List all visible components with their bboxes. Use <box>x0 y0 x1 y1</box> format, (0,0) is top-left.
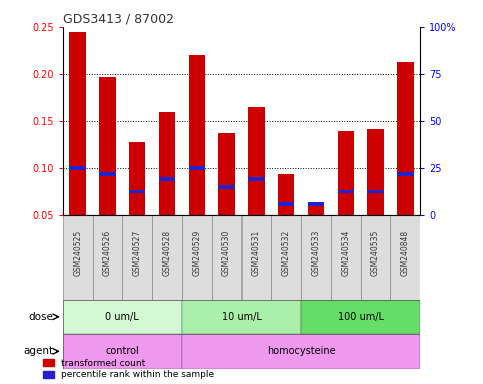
Bar <box>189 166 205 170</box>
Bar <box>129 190 145 194</box>
Text: GSM240528: GSM240528 <box>163 230 171 276</box>
Bar <box>182 334 420 369</box>
Bar <box>70 31 86 215</box>
Bar <box>218 133 235 215</box>
Bar <box>242 215 271 300</box>
Text: GSM240525: GSM240525 <box>73 230 82 276</box>
Bar <box>182 300 301 334</box>
Bar <box>70 166 86 170</box>
Bar <box>338 190 354 194</box>
Bar <box>248 177 265 181</box>
Text: GSM240534: GSM240534 <box>341 230 350 276</box>
Bar <box>152 215 182 300</box>
Text: GSM240530: GSM240530 <box>222 230 231 276</box>
Bar <box>218 185 235 189</box>
Bar <box>99 172 115 175</box>
Legend: transformed count, percentile rank within the sample: transformed count, percentile rank withi… <box>43 359 214 379</box>
Bar <box>182 215 212 300</box>
Bar <box>122 215 152 300</box>
Bar <box>361 215 390 300</box>
Bar <box>397 62 413 215</box>
Text: 0 um/L: 0 um/L <box>105 312 139 322</box>
Bar <box>129 142 145 215</box>
Text: GSM240529: GSM240529 <box>192 230 201 276</box>
Bar <box>63 334 182 369</box>
Bar <box>278 202 294 206</box>
Bar <box>368 190 384 194</box>
Bar <box>308 202 324 206</box>
Bar <box>248 107 265 215</box>
Bar <box>189 55 205 215</box>
Bar <box>397 172 413 175</box>
Bar <box>271 215 301 300</box>
Text: GDS3413 / 87002: GDS3413 / 87002 <box>63 13 174 26</box>
Text: 10 um/L: 10 um/L <box>222 312 261 322</box>
Text: GSM240531: GSM240531 <box>252 230 261 276</box>
Bar <box>301 300 420 334</box>
Bar <box>368 129 384 215</box>
Bar <box>63 300 182 334</box>
Bar <box>390 215 420 300</box>
Text: dose: dose <box>28 312 53 322</box>
Text: GSM240527: GSM240527 <box>133 230 142 276</box>
Bar <box>99 77 115 215</box>
Text: GSM240526: GSM240526 <box>103 230 112 276</box>
Bar <box>308 204 324 215</box>
Text: homocysteine: homocysteine <box>267 346 335 356</box>
Text: 100 um/L: 100 um/L <box>338 312 384 322</box>
Text: GSM240533: GSM240533 <box>312 230 320 276</box>
Bar <box>212 215 242 300</box>
Text: GSM240848: GSM240848 <box>401 230 410 276</box>
Bar <box>63 215 93 300</box>
Text: control: control <box>105 346 139 356</box>
Bar <box>301 215 331 300</box>
Text: agent: agent <box>23 346 53 356</box>
Text: GSM240535: GSM240535 <box>371 230 380 276</box>
Text: GSM240532: GSM240532 <box>282 230 291 276</box>
Bar <box>159 177 175 181</box>
Bar <box>331 215 361 300</box>
Bar <box>338 131 354 215</box>
Bar <box>278 174 294 215</box>
Bar <box>93 215 122 300</box>
Bar <box>159 113 175 215</box>
